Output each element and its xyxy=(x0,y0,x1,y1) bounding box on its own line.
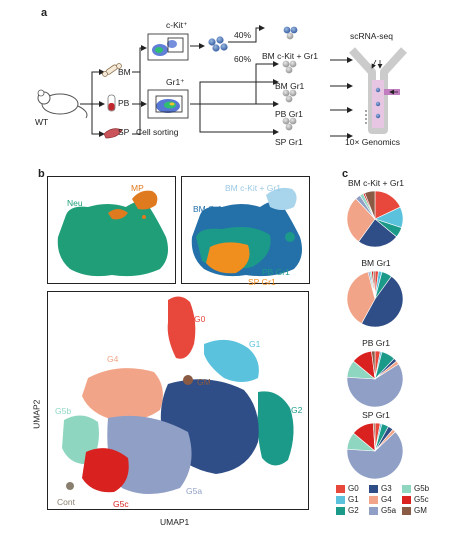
y-axis-label: UMAP2 xyxy=(31,399,42,429)
cluster-g5b-label: G5b xyxy=(55,406,72,416)
facs-gr1-label: Gr1⁺ xyxy=(166,77,185,87)
ckit-cells-icon xyxy=(208,36,228,52)
cluster-cont-label: Cont xyxy=(57,497,75,507)
legend-item: G0 xyxy=(336,484,369,493)
blood-tube-icon xyxy=(107,94,116,112)
cluster-g5a-label: G5a xyxy=(186,486,203,496)
umap-cluster-plot xyxy=(62,296,294,494)
pie-slice-gm xyxy=(372,422,376,452)
umap-celltype-plot xyxy=(57,190,168,277)
legend-swatch xyxy=(336,506,345,515)
panel-a-diagram xyxy=(37,25,407,139)
legend-label: G5c xyxy=(414,495,429,504)
pie-slice-g5a xyxy=(346,431,404,480)
cluster-g4-label: G4 xyxy=(107,354,119,364)
pie-slice-gm xyxy=(372,270,376,300)
legend-swatch xyxy=(402,495,411,504)
pie-chart xyxy=(346,350,404,408)
sample-pb-gr1-label: PB Gr1 xyxy=(275,109,303,119)
umap-celltype-panel xyxy=(47,176,176,284)
pie-chart xyxy=(346,422,404,480)
legend-swatch xyxy=(402,484,411,493)
sample-cells-icon xyxy=(282,26,298,131)
facs-ckit-label: c-Kit⁺ xyxy=(166,20,188,30)
legend-label: G5a xyxy=(381,506,397,515)
legend-item: G5b xyxy=(402,484,435,493)
legend-label: G1 xyxy=(348,495,359,504)
cluster-g3-label: G3 xyxy=(228,459,240,469)
cluster-g5c-label: G5c xyxy=(113,499,129,509)
spleen-icon xyxy=(103,128,123,139)
sample-bm-gr1-label: BM Gr1 xyxy=(275,81,305,91)
x-axis-label: UMAP1 xyxy=(160,517,190,527)
cluster-g2-label: G2 xyxy=(291,405,303,415)
legend-swatch xyxy=(336,484,345,493)
umap-cluster-panel xyxy=(47,291,309,510)
pct-40-label: 40% xyxy=(234,30,252,40)
legend-swatch xyxy=(369,484,378,493)
legend-item: G4 xyxy=(369,495,402,504)
microfluidic-device-icon xyxy=(349,47,407,134)
pie-slice-g3 xyxy=(358,218,397,248)
legend-label: G4 xyxy=(381,495,392,504)
panel-c-letter: c xyxy=(342,168,349,180)
cluster-legend: G0 G3 G5b G1 G4 G5c G2 G5a GM xyxy=(336,484,436,515)
pie-slice-gm xyxy=(371,350,376,380)
legend-item: G2 xyxy=(336,506,369,515)
pb-gr1-label: PB Gr1 xyxy=(262,267,290,277)
legend-label: G2 xyxy=(348,506,359,515)
legend-item: G3 xyxy=(369,484,402,493)
mouse-label: WT xyxy=(35,117,49,127)
legend-swatch xyxy=(402,506,411,515)
pie-title: BM c-Kit + Gr1 xyxy=(348,178,404,188)
legend-swatch xyxy=(336,495,345,504)
pie-slice-g4 xyxy=(346,198,376,243)
legend-label: G0 xyxy=(348,484,359,493)
tissue-sp-label: SP xyxy=(118,127,130,137)
facs-ckit-plot xyxy=(147,33,189,61)
bm-gr1-label: BM Gr1 xyxy=(193,204,223,214)
pie-title: PB Gr1 xyxy=(362,338,390,348)
genomics-label: 10× Genomics xyxy=(345,137,401,147)
legend-label: G3 xyxy=(381,484,392,493)
mp-label: MP xyxy=(131,183,144,193)
umap-sample-plot xyxy=(191,187,302,277)
pie-slice-g4 xyxy=(346,271,376,324)
neu-label: Neu xyxy=(67,198,83,208)
pie-slice-g5a xyxy=(346,363,404,408)
sp-gr1-label: SP Gr1 xyxy=(248,277,276,287)
legend-item: G5a xyxy=(369,506,402,515)
tissue-pb-label: PB xyxy=(118,98,130,108)
legend-label: GM xyxy=(414,506,427,515)
panel-b-letter: b xyxy=(38,168,45,180)
pie-chart xyxy=(346,190,404,248)
pie-title: SP Gr1 xyxy=(362,410,390,420)
pie-chart xyxy=(346,270,404,328)
sample-sp-gr1-label: SP Gr1 xyxy=(275,137,303,147)
bm-ckit-gr1-label: BM c-Kit + Gr1 xyxy=(225,183,281,193)
cluster-gm-label: GM xyxy=(197,377,211,387)
scrna-seq-label: scRNA-seq xyxy=(350,31,393,41)
legend-label: G5b xyxy=(414,484,430,493)
pct-60-label: 60% xyxy=(234,54,252,64)
legend-item: G5c xyxy=(402,495,435,504)
tissue-bm-label: BM xyxy=(118,67,131,77)
legend-swatch xyxy=(369,506,378,515)
legend-item: G1 xyxy=(336,495,369,504)
pie-title: BM Gr1 xyxy=(361,258,391,268)
pie-slice-gm xyxy=(364,190,376,220)
facs-gr1-plot xyxy=(147,89,189,119)
pie-slice-g3 xyxy=(361,275,404,328)
umap-sample-panel xyxy=(181,176,310,284)
legend-swatch xyxy=(369,495,378,504)
cell-sorting-label: Cell sorting xyxy=(136,127,179,137)
bone-icon xyxy=(102,63,122,77)
cluster-g1-label: G1 xyxy=(249,339,261,349)
cluster-g0-label: G0 xyxy=(194,314,206,324)
legend-item: GM xyxy=(402,506,435,515)
panel-a-letter: a xyxy=(41,7,48,19)
mouse-icon xyxy=(37,89,88,119)
sample-bm-ckit-gr1-label: BM c-Kit + Gr1 xyxy=(262,51,318,61)
